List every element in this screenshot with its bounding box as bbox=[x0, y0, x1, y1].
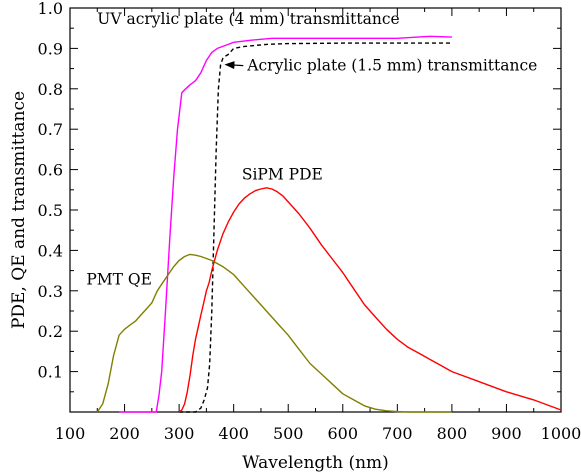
series-line-1 bbox=[179, 42, 452, 413]
annotation-arrow bbox=[224, 61, 244, 70]
y-tick-label: 0.8 bbox=[38, 80, 63, 99]
y-tick-label: 0.7 bbox=[38, 120, 63, 139]
x-tick-label: 400 bbox=[218, 424, 249, 443]
y-axis-title: PDE, QE and transmittance bbox=[9, 91, 29, 329]
y-tick-label: 0.3 bbox=[38, 282, 63, 301]
y-tick-label: 0.9 bbox=[38, 39, 63, 58]
annotation-label: UV acrylic plate (4 mm) transmittance bbox=[97, 10, 399, 28]
annotation-label: Acrylic plate (1.5 mm) transmittance bbox=[246, 57, 537, 75]
x-tick-label: 800 bbox=[437, 424, 468, 443]
y-tick-label: 1.0 bbox=[38, 0, 63, 18]
x-tick-label: 300 bbox=[164, 424, 195, 443]
x-tick-label: 900 bbox=[491, 424, 522, 443]
x-tick-label: 200 bbox=[109, 424, 140, 443]
series-line-3 bbox=[96, 253, 452, 413]
annotations-layer: UV acrylic plate (4 mm) transmittance Acr… bbox=[86, 10, 537, 289]
x-axis-title: Wavelength (nm) bbox=[242, 453, 389, 473]
x-tick-label: 1000 bbox=[541, 424, 581, 443]
annotation-label: SiPM PDE bbox=[242, 166, 323, 184]
axes-layer: 100 200 300 400 500 600 700 800 900 1000 0.1 0.2 0.3… bbox=[38, 0, 581, 443]
x-tick-label: 500 bbox=[273, 424, 304, 443]
annotation-label: PMT QE bbox=[86, 271, 152, 289]
x-tick-label: 600 bbox=[328, 424, 359, 443]
series-line-2 bbox=[178, 187, 562, 413]
series-line-0 bbox=[119, 35, 452, 413]
x-tick-label: 700 bbox=[382, 424, 413, 443]
curves-layer bbox=[96, 35, 562, 413]
y-tick-label: 0.5 bbox=[38, 201, 63, 220]
y-tick-label: 0.6 bbox=[38, 161, 63, 180]
y-tick-label: 0.1 bbox=[38, 363, 63, 382]
y-tick-label: 0.2 bbox=[38, 322, 63, 341]
x-tick-label: 100 bbox=[55, 424, 86, 443]
y-tick-label: 0.4 bbox=[38, 241, 63, 260]
